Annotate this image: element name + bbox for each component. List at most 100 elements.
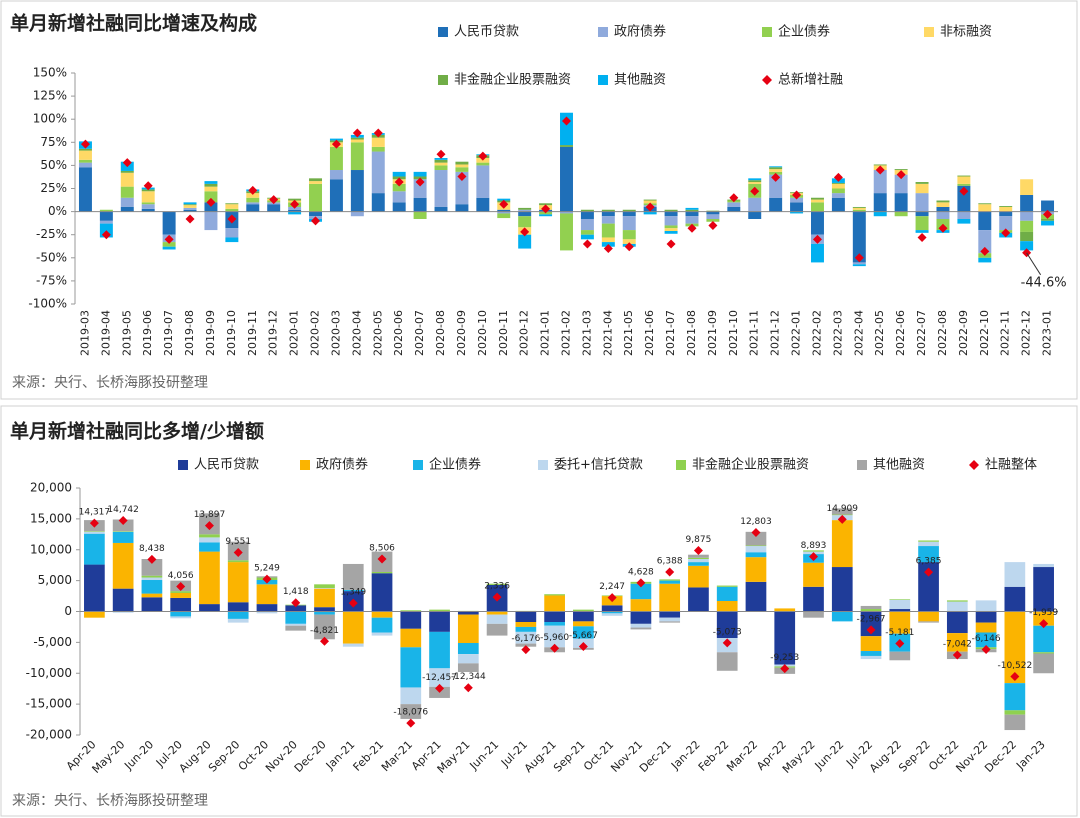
bar-segment <box>831 514 853 516</box>
source: 来源：央行、长桥海豚投研整理 <box>12 375 208 391</box>
bar-segment <box>429 609 450 612</box>
total-marker <box>290 199 300 209</box>
bar-segment <box>573 621 594 627</box>
bar-segment <box>350 137 364 140</box>
bar-segment <box>1004 714 1026 731</box>
legend-label: 非金融企业股票融资 <box>692 457 809 473</box>
legend-label: 社融整体 <box>985 457 1037 473</box>
bar-segment <box>400 611 422 629</box>
x-tick-label: 2022-06 <box>894 310 907 356</box>
y-tick-label: 25% <box>40 181 67 195</box>
x-tick-label: 2021-08 <box>685 310 698 356</box>
total-marker <box>185 214 195 224</box>
bar-segment <box>1041 218 1055 221</box>
total-marker <box>499 199 509 209</box>
bar-segment <box>497 209 511 212</box>
bar-segment <box>978 211 992 231</box>
x-tick-label: 2020-09 <box>455 310 468 356</box>
bar-segment <box>1004 562 1026 587</box>
y-tick-label: 0% <box>48 204 67 218</box>
bar-segment <box>748 211 762 219</box>
bar-segment <box>371 137 385 147</box>
total-marker <box>722 638 732 648</box>
bar-segment <box>309 181 323 184</box>
bar-segment <box>873 164 887 166</box>
bar-segment <box>1020 231 1034 242</box>
bar-segment <box>455 204 469 212</box>
bar-segment <box>601 613 623 616</box>
bar-segment <box>162 246 176 250</box>
total-marker <box>981 644 991 654</box>
bar-segment <box>573 611 594 622</box>
bar-segment <box>457 611 479 615</box>
bar-segment <box>120 172 134 187</box>
bar-segment <box>350 170 364 212</box>
total-marker <box>959 186 969 196</box>
total-marker <box>866 625 876 635</box>
bar-segment <box>78 148 92 151</box>
bar-segment <box>915 230 929 233</box>
total-marker <box>924 567 934 577</box>
total-marker <box>415 177 425 187</box>
legend-swatch <box>762 75 772 85</box>
bar-segment <box>936 202 950 207</box>
bar-segment <box>573 626 594 639</box>
y-tick-label: -15,000 <box>26 697 72 711</box>
bar-segment <box>659 580 681 584</box>
bar-segment <box>975 600 997 612</box>
x-tick-label: 2020-10 <box>476 310 489 356</box>
bar-segment <box>371 573 393 612</box>
bar-segment <box>429 611 450 632</box>
bar-segment <box>112 611 134 613</box>
bar-segment <box>1020 220 1034 232</box>
bar-segment <box>685 211 699 217</box>
x-tick-label: 2020-01 <box>288 310 301 356</box>
data-label: -10,522 <box>997 661 1032 671</box>
bar-segment <box>204 186 218 192</box>
bar-segment <box>560 146 573 212</box>
total-marker <box>122 158 132 168</box>
bar-segment <box>716 652 738 671</box>
annotation-arrow <box>1026 252 1042 276</box>
bar-segment <box>429 631 450 669</box>
bar-segment <box>852 264 866 267</box>
bar-segment <box>560 213 573 251</box>
bar-segment <box>371 151 385 194</box>
bar-segment <box>141 575 163 578</box>
bar-segment <box>1004 611 1026 684</box>
bar-segment <box>170 597 192 612</box>
bar-segment <box>918 611 939 622</box>
total-marker <box>809 552 818 562</box>
annotation: -44.6% <box>1021 275 1067 290</box>
bar-segment <box>141 189 155 192</box>
bar-segment <box>688 559 709 563</box>
y-tick-label: 10,000 <box>30 542 72 556</box>
bar-segment <box>803 611 824 618</box>
bar-segment <box>622 230 636 240</box>
data-label: 14,742 <box>107 505 139 515</box>
bar-segment <box>852 206 866 208</box>
bar-segment <box>457 663 479 673</box>
bar-segment <box>957 176 971 184</box>
bar-segment <box>400 647 422 688</box>
total-marker <box>780 664 790 674</box>
y-tick-label: 75% <box>40 135 67 149</box>
bar-segment <box>1033 652 1054 654</box>
total-marker <box>550 643 560 653</box>
bar-segment <box>803 550 824 552</box>
source: 来源：央行、长桥海豚投研整理 <box>12 793 208 809</box>
bar-segment <box>936 200 950 203</box>
total-marker <box>938 223 948 233</box>
bar-segment <box>400 610 422 612</box>
bar-segment <box>1033 563 1054 568</box>
data-label: 2,336 <box>484 582 510 592</box>
y-tick-label: 15,000 <box>30 511 72 525</box>
x-tick-label: 2021-05 <box>622 310 635 356</box>
bar-segment <box>860 609 882 612</box>
bar-segment <box>889 611 911 634</box>
total-marker <box>896 170 906 180</box>
data-label: 13,897 <box>194 510 226 520</box>
bar-segment <box>342 611 364 644</box>
bar-segment <box>580 234 594 240</box>
y-tick-label: -50% <box>36 250 67 264</box>
